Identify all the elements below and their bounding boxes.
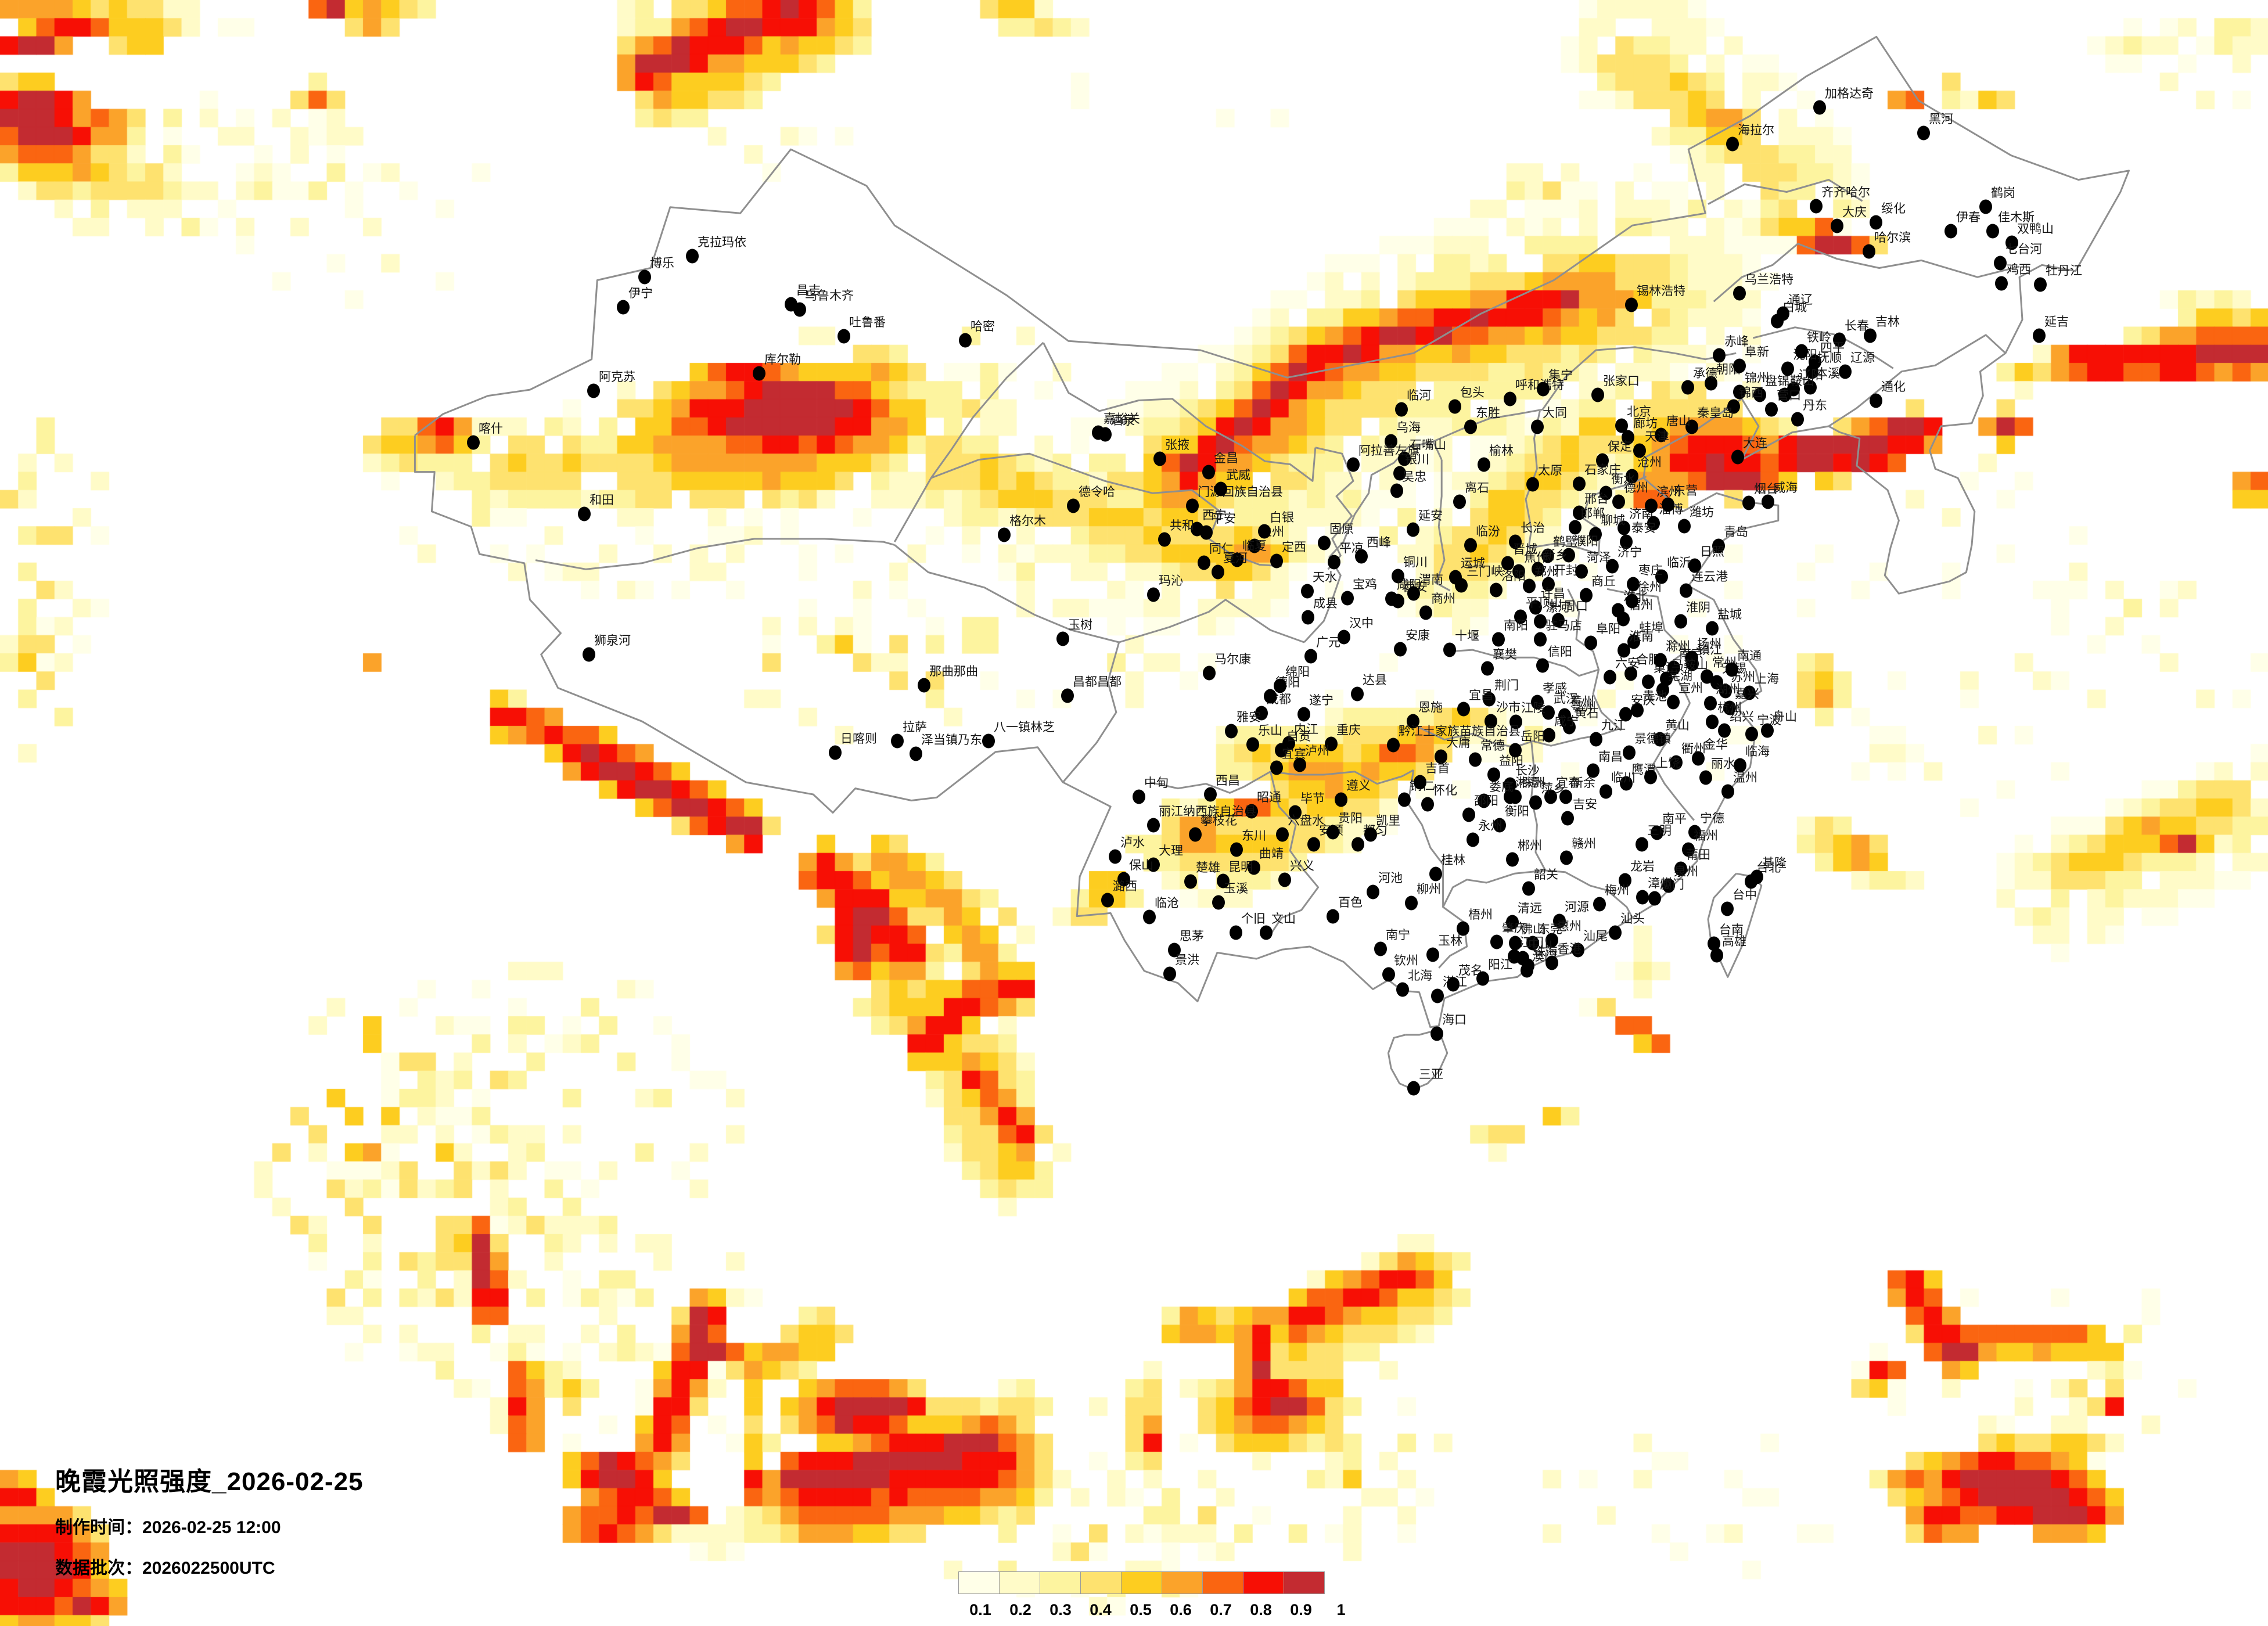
legend-cell-1 [958, 1571, 1000, 1594]
title-block: 晚霞光照强度_2026-02-25 制作时间：2026-02-25 12:00 … [55, 1460, 364, 1579]
legend-cell-3 [1040, 1571, 1081, 1594]
legend-cell-8 [1243, 1571, 1284, 1594]
production-time-value: 2026-02-25 12:00 [142, 1518, 281, 1537]
legend-label-0.1: 0.1 [969, 1601, 991, 1618]
production-time-label: 制作时间： [55, 1518, 142, 1537]
legend-label-0.5: 0.5 [1130, 1601, 1152, 1618]
legend-cell-9 [1284, 1571, 1325, 1594]
legend-cell-4 [1080, 1571, 1122, 1594]
map-title: 晚霞光照强度_2026-02-25 [55, 1467, 364, 1496]
legend-tick-labels: 0.1 0.2 0.3 0.4 0.5 0.6 0.7 0.8 0.9 1 [958, 1601, 1345, 1621]
legend-label-0.3: 0.3 [1049, 1601, 1072, 1618]
legend-label-0.8: 0.8 [1250, 1601, 1272, 1618]
production-time-line: 制作时间：2026-02-25 12:00 [55, 1513, 364, 1538]
legend-label-0.9: 0.9 [1290, 1601, 1312, 1618]
legend-cell-7 [1202, 1571, 1243, 1594]
data-batch-line: 数据批次：2026022500UTC [55, 1553, 364, 1579]
legend-cell-5 [1121, 1571, 1162, 1594]
color-scale-legend: 0.1 0.2 0.3 0.4 0.5 0.6 0.7 0.8 0.9 1 [958, 1571, 1346, 1621]
legend-cell-2 [999, 1571, 1040, 1594]
legend-label-0.6: 0.6 [1170, 1601, 1192, 1618]
legend-label-0.7: 0.7 [1210, 1601, 1232, 1618]
legend-label-0.4: 0.4 [1090, 1601, 1112, 1618]
data-batch-value: 2026022500UTC [142, 1559, 275, 1578]
legend-label-1: 1 [1336, 1601, 1346, 1618]
data-batch-label: 数据批次： [55, 1559, 142, 1578]
legend-color-cells [958, 1571, 1325, 1594]
legend-cell-6 [1162, 1571, 1203, 1594]
legend-label-0.2: 0.2 [1009, 1601, 1031, 1618]
